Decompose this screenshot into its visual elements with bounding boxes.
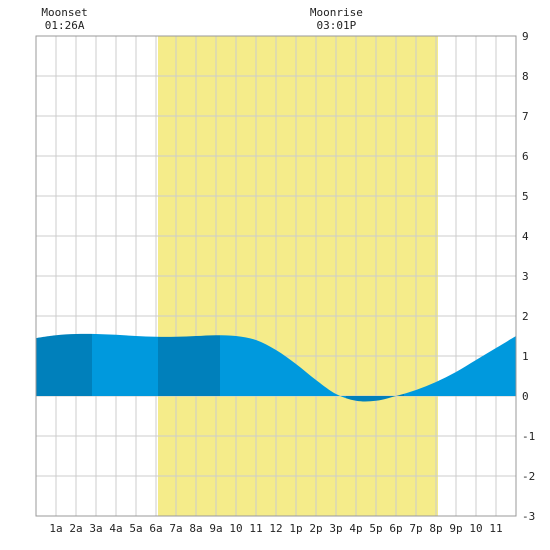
tide-band bbox=[92, 333, 158, 402]
grid-layer bbox=[36, 36, 516, 516]
x-tick-label: 10 bbox=[469, 522, 482, 535]
x-tick-label: 9p bbox=[449, 522, 462, 535]
y-axis-labels: -3 -2 -1 0 1 2 3 4 5 6 7 8 9 bbox=[522, 30, 535, 523]
x-tick-label: 11 bbox=[489, 522, 502, 535]
x-tick-label: 3p bbox=[329, 522, 342, 535]
x-tick-label: 2a bbox=[69, 522, 82, 535]
tide-band bbox=[158, 333, 220, 402]
y-tick-label: -3 bbox=[522, 510, 535, 523]
x-tick-label: 9a bbox=[209, 522, 222, 535]
y-tick-label: 5 bbox=[522, 190, 529, 203]
x-tick-label: 7a bbox=[169, 522, 182, 535]
y-tick-label: 4 bbox=[522, 230, 529, 243]
x-tick-label: 1a bbox=[49, 522, 62, 535]
x-tick-label: 7p bbox=[409, 522, 422, 535]
tide-band bbox=[36, 333, 92, 402]
x-tick-label: 1p bbox=[289, 522, 302, 535]
y-tick-label: 6 bbox=[522, 150, 529, 163]
moonrise-title: Moonrise bbox=[310, 6, 363, 19]
y-tick-label: -1 bbox=[522, 430, 535, 443]
y-tick-label: -2 bbox=[522, 470, 535, 483]
x-tick-label: 4a bbox=[109, 522, 122, 535]
x-tick-label: 10 bbox=[229, 522, 242, 535]
x-tick-label: 8a bbox=[189, 522, 202, 535]
moonset-time: 01:26A bbox=[45, 19, 85, 32]
y-tick-label: 2 bbox=[522, 310, 529, 323]
x-tick-label: 4p bbox=[349, 522, 362, 535]
y-tick-label: 8 bbox=[522, 70, 529, 83]
y-tick-label: 0 bbox=[522, 390, 529, 403]
x-tick-label: 3a bbox=[89, 522, 102, 535]
y-tick-label: 1 bbox=[522, 350, 529, 363]
x-tick-label: 6a bbox=[149, 522, 162, 535]
moonset-title: Moonset bbox=[41, 6, 87, 19]
x-tick-label: 6p bbox=[389, 522, 402, 535]
x-tick-label: 8p bbox=[429, 522, 442, 535]
y-tick-label: 3 bbox=[522, 270, 529, 283]
moonrise-time: 03:01P bbox=[317, 19, 357, 32]
x-tick-label: 5a bbox=[129, 522, 142, 535]
plot-frame bbox=[35, 35, 517, 517]
x-tick-label: 11 bbox=[249, 522, 262, 535]
x-tick-label: 12 bbox=[269, 522, 282, 535]
x-tick-label: 2p bbox=[309, 522, 322, 535]
y-tick-label: 9 bbox=[522, 30, 529, 43]
x-tick-label: 5p bbox=[369, 522, 382, 535]
y-tick-label: 7 bbox=[522, 110, 529, 123]
x-axis-labels: 1a 2a 3a 4a 5a 6a 7a 8a 9a 10 11 12 1p 2p 3p 4p 5p 6p 7p 8p… bbox=[49, 522, 502, 535]
